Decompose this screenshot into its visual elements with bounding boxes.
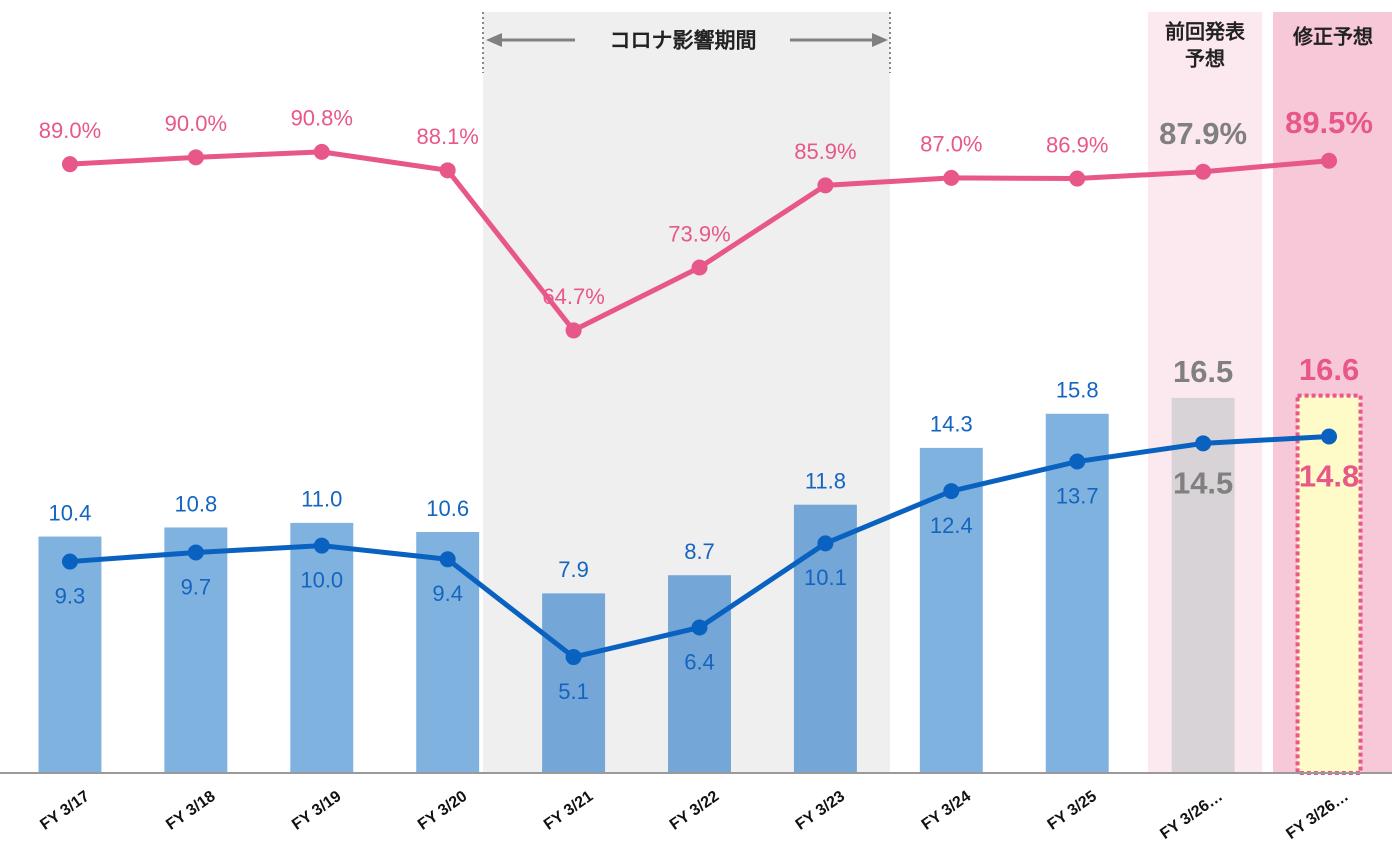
point xyxy=(565,322,582,339)
data-label: 64.7% xyxy=(542,284,604,309)
data-label: 10.8 xyxy=(174,491,217,516)
point xyxy=(1321,428,1338,445)
point xyxy=(439,551,456,568)
data-label: 13.7 xyxy=(1056,483,1099,508)
x-tick-label: FY 3/26… xyxy=(1157,788,1226,843)
point xyxy=(1195,163,1212,180)
bar xyxy=(38,536,102,773)
point xyxy=(1069,453,1086,470)
x-tick-label: FY 3/18 xyxy=(163,788,219,834)
x-tick-label: FY 3/25 xyxy=(1045,788,1101,834)
data-label: 90.8% xyxy=(291,106,353,131)
point xyxy=(565,649,582,666)
data-label: 87.9% xyxy=(1159,116,1247,151)
data-label: 15.8 xyxy=(1056,378,1099,403)
x-tick-label: FY 3/20 xyxy=(415,788,471,834)
data-label: 10.6 xyxy=(426,496,469,521)
point xyxy=(313,537,330,554)
bar xyxy=(290,522,354,773)
data-label: 10.4 xyxy=(49,500,92,525)
annotation: 予想 xyxy=(1185,47,1225,70)
data-label: 11.8 xyxy=(805,469,846,494)
data-label: 9.7 xyxy=(181,574,212,599)
data-label: 16.5 xyxy=(1173,354,1233,389)
x-tick-label: FY 3/22 xyxy=(667,788,723,834)
point xyxy=(943,169,960,186)
point xyxy=(313,143,330,160)
x-tick-label: FY 3/17 xyxy=(37,788,93,834)
annotation: 前回発表 xyxy=(1165,19,1246,43)
x-tick-label: FY 3/21 xyxy=(541,788,597,834)
point xyxy=(1069,170,1086,187)
data-label: 89.0% xyxy=(39,118,101,143)
point xyxy=(817,535,834,552)
annotation: コロナ影響期間 xyxy=(610,29,757,53)
data-label: 9.4 xyxy=(432,581,463,606)
point xyxy=(439,162,456,179)
bar xyxy=(668,575,731,773)
point xyxy=(61,156,78,173)
data-label: 73.9% xyxy=(668,221,730,246)
point xyxy=(817,177,834,194)
data-label: 88.1% xyxy=(416,124,478,149)
point xyxy=(1321,152,1338,169)
data-label: 14.8 xyxy=(1299,459,1359,494)
point xyxy=(691,259,708,276)
data-label: 12.4 xyxy=(930,513,973,538)
covid-arrow-head xyxy=(872,33,888,47)
point xyxy=(1195,435,1212,452)
point xyxy=(691,619,708,636)
x-tick-label: FY 3/19 xyxy=(289,788,345,834)
data-label: 14.3 xyxy=(930,412,973,437)
data-label: 6.4 xyxy=(684,649,715,674)
point xyxy=(187,544,204,561)
bar xyxy=(1295,393,1363,775)
x-tick-label: FY 3/26… xyxy=(1283,788,1352,843)
data-label: 86.9% xyxy=(1046,132,1108,157)
x-tick-label: FY 3/24 xyxy=(919,788,975,834)
point xyxy=(61,553,78,570)
data-label: 5.1 xyxy=(558,679,589,704)
point xyxy=(187,149,204,166)
data-label: 10.0 xyxy=(300,567,343,592)
data-label: 90.0% xyxy=(165,111,227,136)
data-label: 87.0% xyxy=(920,132,982,157)
bar xyxy=(1171,397,1235,773)
data-label: 14.5 xyxy=(1173,466,1233,501)
data-label: 10.1 xyxy=(804,565,847,590)
bar xyxy=(1045,413,1109,773)
data-label: 85.9% xyxy=(794,139,856,164)
bar xyxy=(416,532,480,773)
data-label: 11.0 xyxy=(301,487,342,512)
data-label: 7.9 xyxy=(558,557,589,582)
bar xyxy=(542,593,606,773)
data-label: 89.5% xyxy=(1285,105,1373,140)
annotation: 修正予想 xyxy=(1292,24,1373,48)
x-tick-label: FY 3/23 xyxy=(793,788,849,834)
bar xyxy=(164,527,228,773)
data-label: 9.3 xyxy=(55,583,86,608)
data-label: 16.6 xyxy=(1299,352,1359,387)
covid-arrow-head xyxy=(486,33,502,47)
point xyxy=(943,483,960,500)
data-label: 8.7 xyxy=(684,539,715,564)
